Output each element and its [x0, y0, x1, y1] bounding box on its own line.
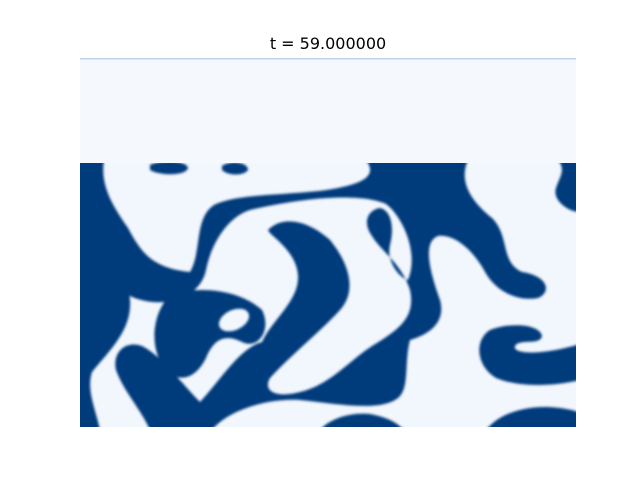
- dark-domain: [150, 163, 188, 175]
- dark-domain: [222, 163, 248, 175]
- dark-domain: [488, 407, 576, 427]
- light-hole: [218, 308, 250, 332]
- image-field: [80, 58, 576, 427]
- image-top-edge: [80, 58, 576, 60]
- light-inclusions: [218, 308, 250, 332]
- dark-domain: [555, 163, 576, 212]
- plot-title: t = 59.000000: [270, 34, 386, 53]
- dark-domain: [323, 413, 401, 427]
- dark-phase: [80, 163, 576, 427]
- dark-domain: [80, 163, 546, 427]
- dark-domain: [479, 325, 576, 385]
- dark-domain: [80, 250, 131, 427]
